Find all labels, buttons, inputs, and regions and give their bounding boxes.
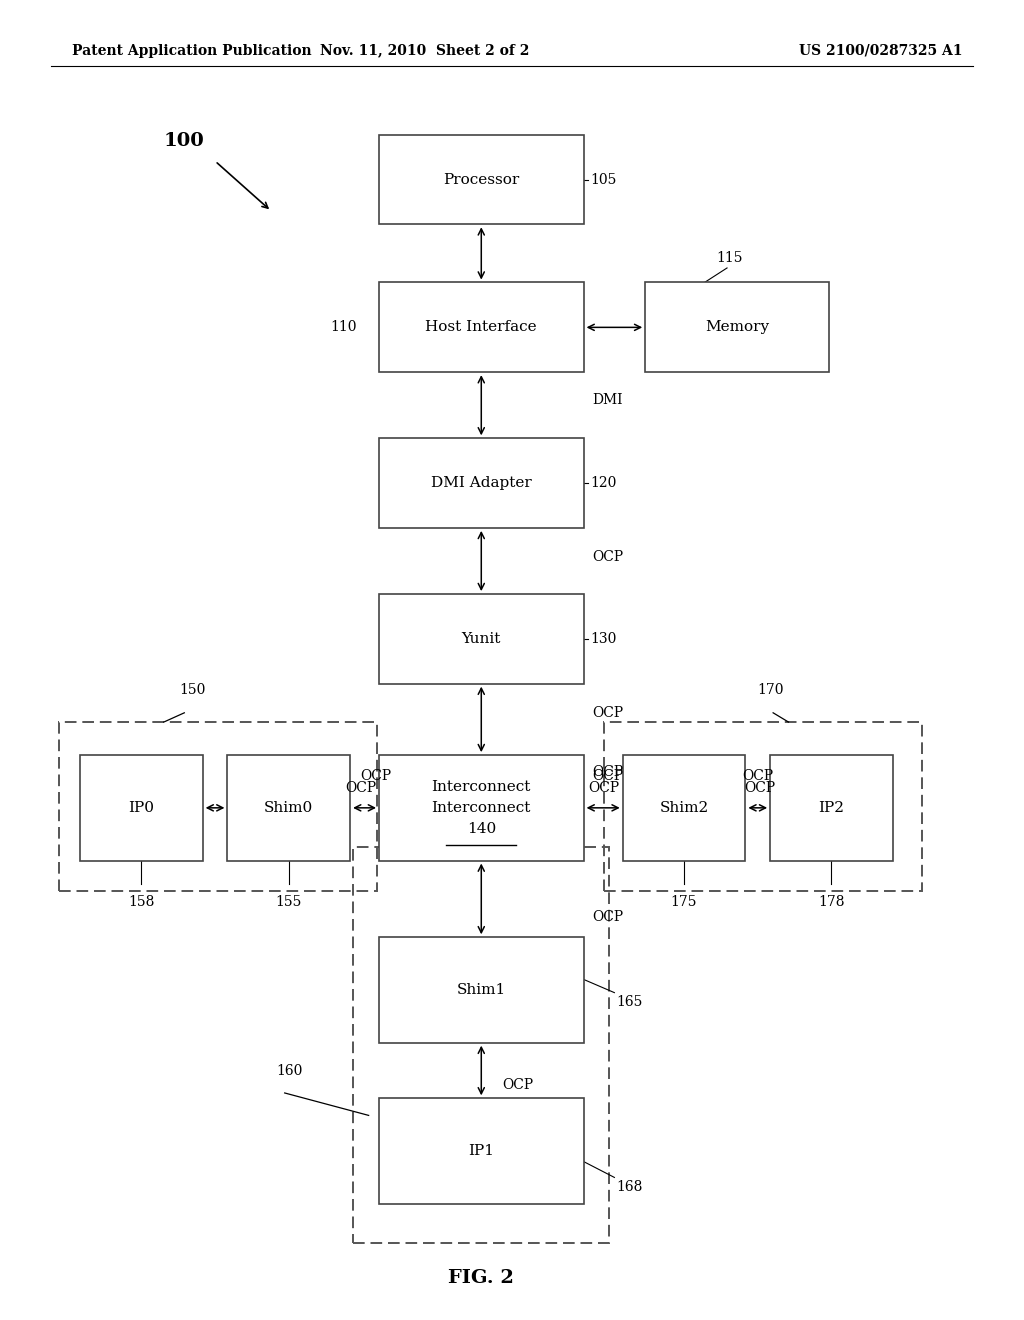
Text: Shim0: Shim0 bbox=[264, 801, 313, 814]
Text: Processor: Processor bbox=[443, 173, 519, 186]
Text: OCP: OCP bbox=[592, 550, 623, 564]
Text: 165: 165 bbox=[616, 995, 643, 1010]
Bar bbox=[379, 135, 584, 224]
Text: DMI: DMI bbox=[592, 393, 623, 407]
Text: OCP: OCP bbox=[742, 770, 773, 783]
Bar bbox=[379, 438, 584, 528]
Text: 168: 168 bbox=[616, 1180, 643, 1195]
Bar bbox=[227, 755, 350, 861]
Text: 175: 175 bbox=[671, 895, 697, 909]
Text: OCP: OCP bbox=[592, 766, 623, 779]
Bar bbox=[379, 1098, 584, 1204]
Bar bbox=[59, 722, 377, 891]
Text: 155: 155 bbox=[275, 895, 302, 909]
Text: 110: 110 bbox=[330, 321, 356, 334]
Bar bbox=[80, 755, 203, 861]
Text: FIG. 2: FIG. 2 bbox=[449, 1269, 514, 1287]
Text: Patent Application Publication: Patent Application Publication bbox=[72, 44, 311, 58]
Text: 105: 105 bbox=[590, 173, 616, 186]
Text: Shim1: Shim1 bbox=[457, 983, 506, 997]
Bar bbox=[623, 755, 745, 861]
Text: Host Interface: Host Interface bbox=[425, 321, 538, 334]
Text: 170: 170 bbox=[758, 682, 784, 697]
Text: Nov. 11, 2010  Sheet 2 of 2: Nov. 11, 2010 Sheet 2 of 2 bbox=[321, 44, 529, 58]
Text: OCP: OCP bbox=[345, 780, 376, 795]
Text: OCP: OCP bbox=[744, 780, 775, 795]
Text: 150: 150 bbox=[179, 682, 206, 697]
Text: 178: 178 bbox=[818, 895, 845, 909]
Text: IP1: IP1 bbox=[468, 1144, 495, 1158]
Text: OCP: OCP bbox=[592, 911, 623, 924]
Text: Memory: Memory bbox=[706, 321, 769, 334]
Bar bbox=[353, 847, 609, 1243]
Bar bbox=[604, 722, 922, 891]
Text: 160: 160 bbox=[276, 1064, 303, 1078]
Text: 100: 100 bbox=[164, 132, 205, 150]
Text: 140: 140 bbox=[467, 822, 496, 836]
Bar bbox=[645, 282, 829, 372]
Text: 130: 130 bbox=[590, 632, 616, 645]
Text: Interconnect: Interconnect bbox=[431, 801, 531, 814]
Text: Interconnect: Interconnect bbox=[431, 780, 531, 793]
Bar bbox=[770, 755, 893, 861]
Bar bbox=[379, 594, 584, 684]
Text: DMI Adapter: DMI Adapter bbox=[431, 477, 531, 490]
Bar bbox=[379, 937, 584, 1043]
Text: IP2: IP2 bbox=[818, 801, 845, 814]
Bar bbox=[379, 282, 584, 372]
Text: Yunit: Yunit bbox=[462, 632, 501, 645]
Text: Shim2: Shim2 bbox=[659, 801, 709, 814]
Text: US 2100/0287325 A1: US 2100/0287325 A1 bbox=[799, 44, 963, 58]
Bar bbox=[379, 755, 584, 861]
Text: OCP: OCP bbox=[360, 770, 391, 783]
Text: OCP: OCP bbox=[592, 770, 623, 783]
Text: OCP: OCP bbox=[502, 1078, 532, 1092]
Text: 158: 158 bbox=[128, 895, 155, 909]
Text: IP0: IP0 bbox=[128, 801, 155, 814]
Text: OCP: OCP bbox=[592, 706, 623, 719]
Text: 115: 115 bbox=[717, 251, 743, 265]
Text: OCP: OCP bbox=[589, 780, 620, 795]
Text: 120: 120 bbox=[590, 477, 616, 490]
